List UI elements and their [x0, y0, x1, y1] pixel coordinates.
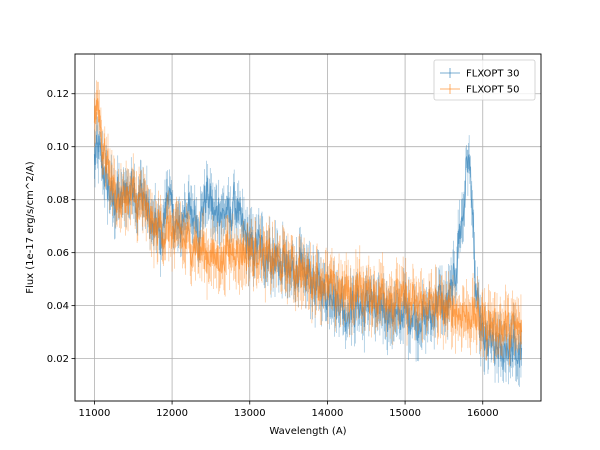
legend-box: [433, 59, 536, 101]
x-tick-label: 12000: [156, 408, 188, 419]
plot-frame: [74, 53, 542, 402]
x-axis-label: Wavelength (A): [269, 426, 346, 437]
axis-ticks: 11000 12000 13000 14000 15000 16000 0.02 0.04 0.…: [47, 89, 499, 419]
y-tick-label: 0.08: [47, 195, 69, 206]
y-tick-label: 0.06: [47, 248, 69, 259]
grid: [75, 54, 541, 401]
y-tick-label: 0.10: [47, 142, 69, 153]
series-layer: [93, 80, 523, 387]
series-flxopt-50: [93, 80, 523, 367]
x-tick-label: 15000: [389, 408, 421, 419]
series-line: [93, 98, 523, 350]
x-tick-label: 11000: [79, 408, 111, 419]
x-tick-label: 16000: [467, 408, 499, 419]
legend: FLXOPT 30 FLXOPT 50: [433, 59, 536, 101]
y-axis-label: Flux (1e-17 erg/s/cm^2/A): [25, 161, 36, 293]
y-tick-label: 0.12: [47, 89, 69, 100]
y-tick-label: 0.04: [47, 301, 69, 312]
x-tick-label: 13000: [234, 408, 266, 419]
legend-entry-label: FLXOPT 30: [466, 69, 519, 80]
legend-entry-label: FLXOPT 50: [466, 85, 519, 96]
y-tick-label: 0.02: [47, 354, 69, 365]
x-tick-label: 14000: [312, 408, 344, 419]
